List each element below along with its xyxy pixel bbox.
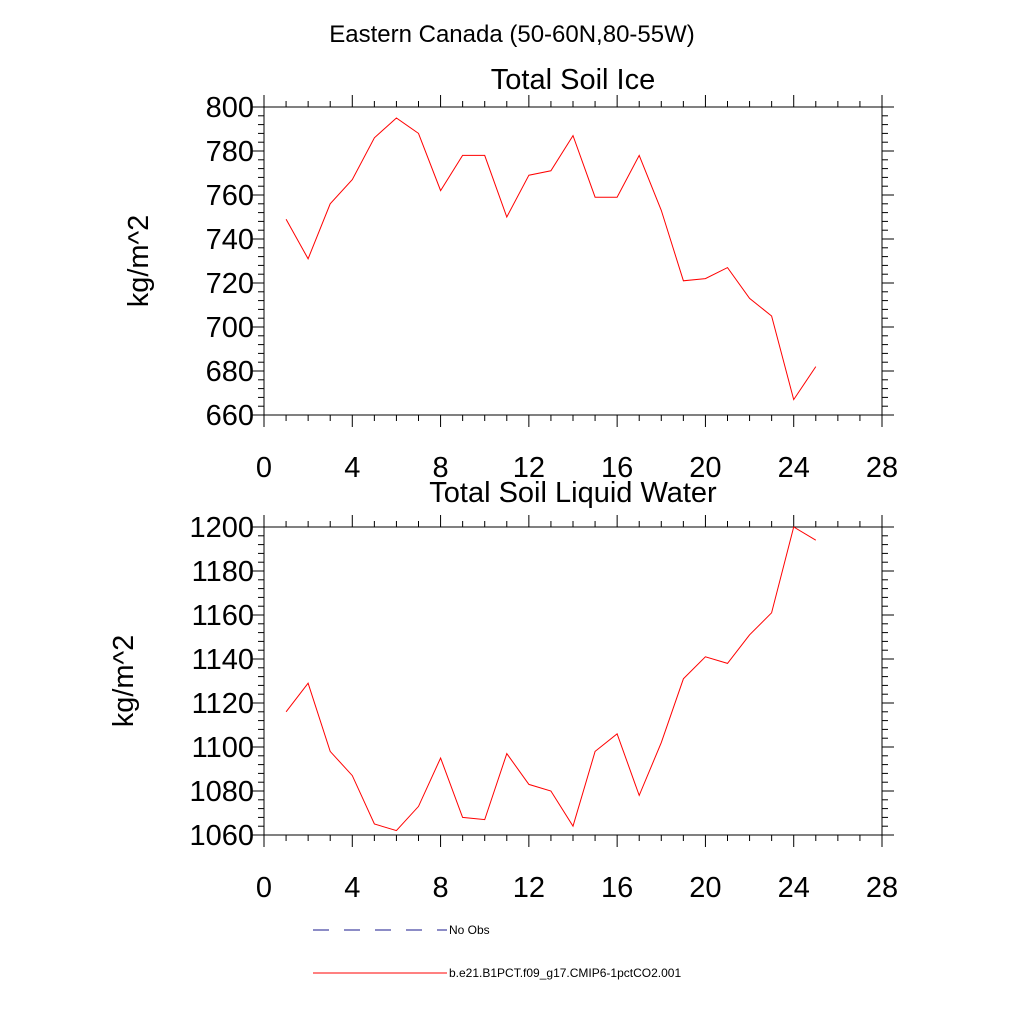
- y-tick-label: 700: [206, 312, 254, 344]
- x-tick-label: 28: [866, 872, 898, 904]
- y-axis-label: kg/m^2: [108, 635, 140, 728]
- x-tick-label: 16: [601, 452, 633, 484]
- x-tick-label: 8: [433, 452, 449, 484]
- y-tick-label: 1080: [189, 776, 254, 808]
- chart-title: Total Soil Ice: [491, 64, 655, 96]
- figure-title: Eastern Canada (50-60N,80-55W): [329, 21, 695, 48]
- x-tick-label: 16: [601, 872, 633, 904]
- chart-panel-soil-liquid-water: Total Soil Liquid Water kg/m^2 0 4 8 12 16 20…: [108, 477, 898, 904]
- series-line: [285, 117, 817, 401]
- legend-label-no-obs: No Obs: [449, 923, 490, 937]
- y-axis-label: kg/m^2: [123, 215, 155, 308]
- x-tick-label: 8: [433, 872, 449, 904]
- chart-title: Total Soil Liquid Water: [429, 477, 717, 509]
- y-tick-label: 660: [206, 400, 254, 432]
- legend-label-model: b.e21.B1PCT.f09_g17.CMIP6-1pctCO2.001: [449, 966, 681, 980]
- x-tick-label: 20: [689, 872, 721, 904]
- x-tick-label: 28: [866, 452, 898, 484]
- y-tick-label: 740: [206, 224, 254, 256]
- x-tick-label: 12: [513, 452, 545, 484]
- x-tick-label: 0: [256, 872, 272, 904]
- x-tick-label: 20: [689, 452, 721, 484]
- x-tick-label: 24: [778, 452, 810, 484]
- x-tick-label: 0: [256, 452, 272, 484]
- y-tick-label: 780: [206, 136, 254, 168]
- chart-panel-soil-ice: Total Soil Ice kg/m^2 0 4 8 12 16 20 24 28 660 68…: [123, 64, 898, 484]
- x-tick-label: 12: [513, 872, 545, 904]
- y-tick-label: 680: [206, 356, 254, 388]
- y-tick-label: 720: [206, 268, 254, 300]
- x-tick-label: 4: [344, 872, 360, 904]
- y-tick-label: 760: [206, 180, 254, 212]
- plot-frame: [263, 106, 883, 416]
- plot-area: 0 4 8 12 16 20 24 28 1060 1080 1100 1120 1140 1160 118…: [189, 512, 898, 904]
- y-tick-label: 1200: [189, 512, 254, 544]
- y-tick-label: 800: [206, 92, 254, 124]
- plot-area: 0 4 8 12 16 20 24 28 660 680 700 720 740 760 780 800: [206, 92, 899, 484]
- y-tick-label: 1160: [192, 600, 254, 632]
- legend: No Obs b.e21.B1PCT.f09_g17.CMIP6-1pctCO2…: [313, 923, 681, 980]
- x-tick-label: 4: [344, 452, 360, 484]
- y-tick-label: 1100: [192, 732, 254, 764]
- y-tick-label: 1180: [192, 556, 254, 588]
- plot-frame: [263, 526, 883, 836]
- y-tick-label: 1060: [189, 820, 254, 852]
- y-tick-label: 1140: [192, 644, 254, 676]
- x-tick-label: 24: [778, 872, 810, 904]
- y-tick-label: 1120: [192, 688, 254, 720]
- series-line: [285, 526, 817, 832]
